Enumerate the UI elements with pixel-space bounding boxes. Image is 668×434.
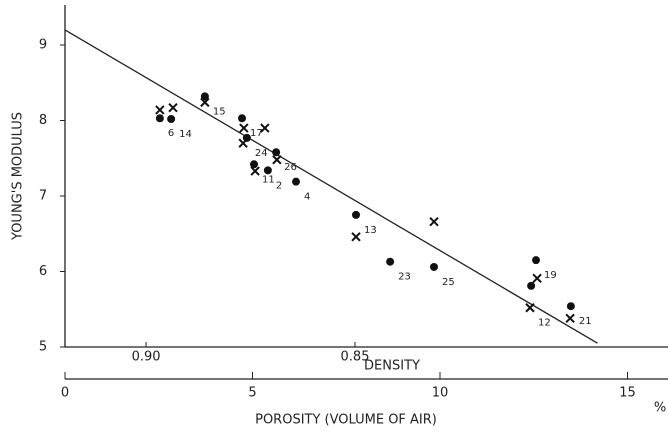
porosity-tick-label: 10 [432,386,449,401]
point-label: 24 [255,148,268,159]
circle-point [430,262,438,271]
circle-point [263,166,272,175]
point-label: 6 [168,128,174,139]
density-tick-label: 0.90 [132,350,161,365]
point-label: 2 [276,180,282,191]
point-label: 19 [544,270,557,281]
point-label: 17 [250,128,263,139]
circle-point [386,257,395,266]
y-axis-label: YOUNG'S MODULUS [11,112,26,241]
cross-point [260,123,270,133]
point-label: 15 [213,106,226,117]
cross-point [532,273,542,284]
circle-point [250,160,258,169]
circle-point [532,256,540,265]
circle-point [155,114,164,123]
y-tick-label: 9 [39,38,47,53]
porosity-tick-label: 5 [248,386,256,401]
point-label: 23 [398,272,411,283]
y-tick-label: 5 [39,340,47,355]
porosity-tick-label: 15 [619,386,636,401]
circle-point [238,114,246,123]
cross-point [250,166,260,176]
density-tick-label: 0.85 [341,350,370,365]
porosity-axis-label: POROSITY (VOLUME OF AIR) [255,413,437,428]
circle-point [352,210,360,219]
fit-line [64,29,598,344]
point-label: 12 [538,318,551,329]
cross-point [351,232,361,242]
cross-point [429,216,439,227]
cross-point [565,313,575,324]
y-tick-label: 7 [39,189,47,204]
point-label: 11 [262,174,275,185]
circle-point [167,115,176,123]
point-label: 21 [579,316,592,327]
circle-point [527,281,536,290]
circle-point [292,177,300,186]
point-label: 25 [442,277,455,288]
cross-point [155,105,165,115]
cross-point [525,303,535,313]
point-label: 4 [304,192,310,203]
circle-point [272,148,281,157]
circle-point [566,302,575,311]
y-tick-label: 6 [39,264,47,279]
point-label: 13 [364,225,377,236]
point-label: 14 [179,129,192,140]
circle-point [200,92,209,101]
cross-point [168,102,178,113]
cross-point [239,123,249,133]
cross-point [238,138,248,148]
point-label: 26 [284,162,297,173]
cross-point [272,155,282,165]
cross-point [200,97,210,108]
circle-point [242,133,251,142]
y-tick-label: 8 [39,113,47,128]
density-axis-label: DENSITY [364,359,420,374]
unit-label: % [654,401,666,416]
porosity-tick-label: 0 [61,386,69,401]
